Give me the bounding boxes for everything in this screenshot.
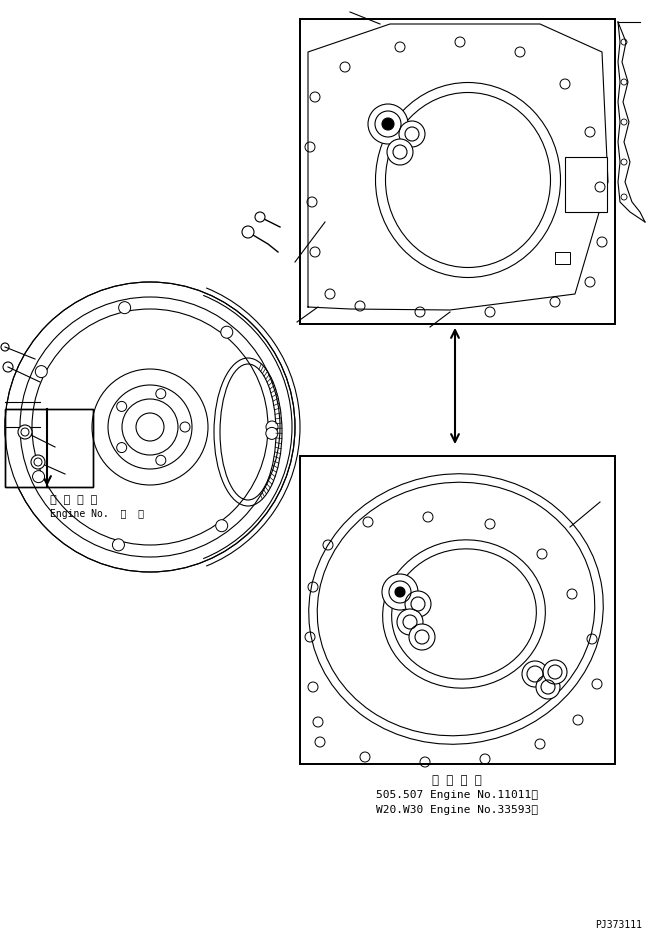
Circle shape bbox=[382, 118, 394, 130]
Circle shape bbox=[255, 212, 265, 222]
Circle shape bbox=[399, 121, 425, 147]
Circle shape bbox=[113, 539, 124, 551]
Circle shape bbox=[31, 455, 45, 469]
Bar bbox=[5, 409, 93, 487]
Ellipse shape bbox=[376, 83, 561, 278]
Circle shape bbox=[409, 624, 435, 650]
Bar bbox=[555, 252, 570, 264]
Circle shape bbox=[117, 401, 127, 412]
Text: W20.W30 Engine No.33593～: W20.W30 Engine No.33593～ bbox=[376, 805, 538, 815]
Circle shape bbox=[266, 428, 278, 439]
Bar bbox=[300, 19, 615, 324]
Bar bbox=[5, 409, 93, 487]
Circle shape bbox=[215, 520, 228, 531]
Ellipse shape bbox=[214, 358, 282, 506]
Circle shape bbox=[522, 661, 548, 687]
Circle shape bbox=[35, 365, 48, 378]
Circle shape bbox=[180, 422, 190, 432]
Circle shape bbox=[5, 282, 295, 572]
Circle shape bbox=[156, 389, 166, 398]
Ellipse shape bbox=[309, 474, 603, 744]
Bar bbox=[300, 456, 615, 764]
Circle shape bbox=[536, 675, 560, 699]
Bar bbox=[300, 19, 615, 324]
Circle shape bbox=[387, 139, 413, 165]
Circle shape bbox=[117, 443, 127, 452]
Circle shape bbox=[397, 609, 423, 635]
Circle shape bbox=[368, 104, 408, 144]
Circle shape bbox=[266, 421, 278, 433]
Circle shape bbox=[18, 425, 32, 439]
Bar bbox=[565, 157, 607, 212]
Text: 適 用 号 機: 適 用 号 機 bbox=[50, 495, 97, 505]
Circle shape bbox=[405, 591, 431, 617]
Bar bbox=[300, 456, 615, 764]
Circle shape bbox=[221, 326, 233, 338]
Circle shape bbox=[242, 226, 254, 238]
Text: 適 用 号 機: 適 用 号 機 bbox=[432, 773, 482, 787]
Circle shape bbox=[118, 301, 131, 314]
Text: Engine No.  ・  ～: Engine No. ・ ～ bbox=[50, 509, 144, 519]
Text: PJ373111: PJ373111 bbox=[595, 920, 642, 930]
Circle shape bbox=[382, 574, 418, 610]
Polygon shape bbox=[308, 24, 608, 310]
Ellipse shape bbox=[383, 540, 546, 689]
Circle shape bbox=[395, 587, 405, 597]
Circle shape bbox=[543, 660, 567, 684]
Circle shape bbox=[33, 471, 44, 482]
Text: 505.507 Engine No.11011～: 505.507 Engine No.11011～ bbox=[376, 790, 538, 800]
Circle shape bbox=[156, 455, 166, 465]
